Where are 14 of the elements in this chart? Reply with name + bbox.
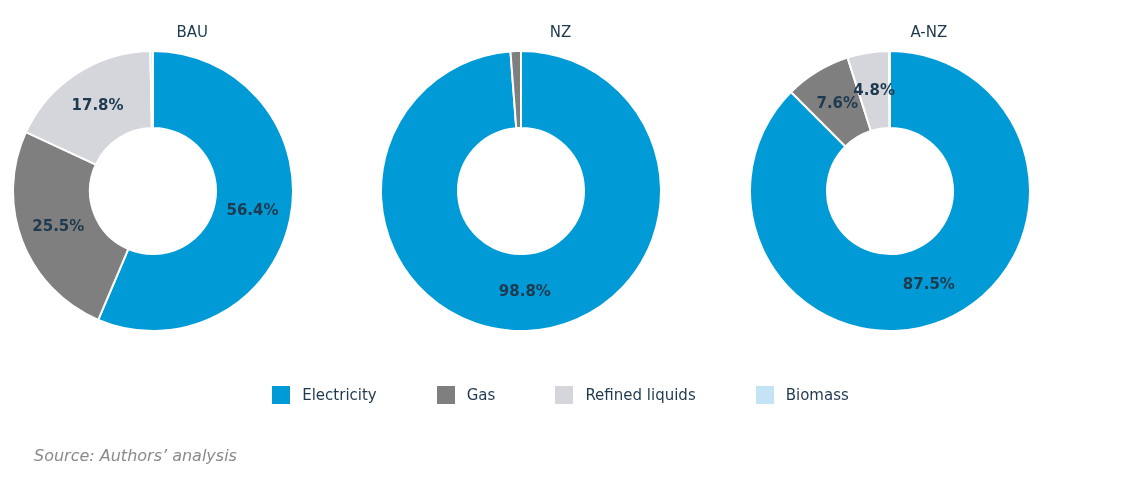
- legend-label: Refined liquids: [585, 386, 696, 404]
- source-note: Source: Authors’ analysis: [34, 446, 237, 465]
- data-label: 17.8%: [71, 95, 124, 114]
- chart-title: BAU: [175, 22, 209, 43]
- data-label: 98.8%: [499, 282, 552, 301]
- data-label: 25.5%: [32, 217, 85, 236]
- data-label: 7.6%: [816, 94, 858, 113]
- chart-title: NZ: [548, 22, 573, 43]
- chart-title: A-NZ: [909, 22, 949, 43]
- legend-label: Biomass: [785, 386, 849, 404]
- data-label: 56.4%: [226, 201, 279, 220]
- legend-label: Electricity: [302, 386, 377, 404]
- legend-label: Gas: [466, 386, 496, 404]
- data-label: 87.5%: [902, 274, 955, 293]
